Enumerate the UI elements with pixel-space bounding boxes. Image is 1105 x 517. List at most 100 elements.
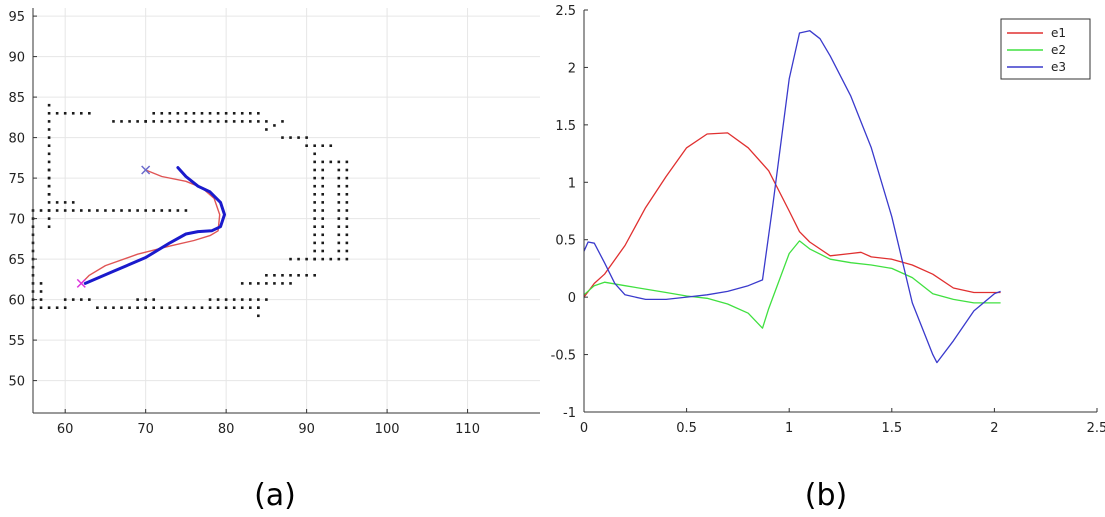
obstacle-point <box>345 160 349 164</box>
obstacle-point <box>273 274 276 277</box>
panel-b-series-lines <box>583 30 1001 364</box>
obstacle-point <box>313 209 316 212</box>
obstacle-point <box>176 306 180 309</box>
obstacle-point <box>224 306 228 309</box>
obstacle-point <box>152 298 156 301</box>
x-tick-label: 1.5 <box>881 421 902 436</box>
x-tick-label: 70 <box>137 422 154 437</box>
obstacle-point <box>321 257 325 261</box>
legend-box <box>1000 18 1091 80</box>
obstacle-point <box>208 112 212 115</box>
obstacle-point <box>104 306 107 309</box>
obstacle-point <box>313 233 316 237</box>
obstacle-point <box>257 306 260 309</box>
obstacle-point <box>39 298 43 301</box>
obstacle-point <box>47 201 51 204</box>
obstacle-point <box>160 306 164 309</box>
obstacle-point <box>313 225 316 228</box>
obstacle-point <box>321 249 325 253</box>
obstacle-point <box>240 282 244 285</box>
obstacle-point <box>337 217 341 220</box>
obstacle-point <box>337 257 341 261</box>
y-tick-label: 80 <box>8 132 25 147</box>
obstacle-point <box>345 184 349 188</box>
x-tick-label: 60 <box>57 422 74 437</box>
obstacle-point <box>224 120 228 123</box>
y-tick-label: -0.5 <box>551 349 576 364</box>
obstacle-point <box>313 184 316 188</box>
obstacle-point <box>136 209 139 212</box>
x-tick-label: 90 <box>298 422 315 437</box>
obstacle-point <box>265 128 268 131</box>
obstacle-point <box>216 306 220 309</box>
obstacle-point <box>281 136 284 139</box>
obstacle-point <box>136 298 139 301</box>
obstacle-point <box>321 168 325 172</box>
y-tick-label: 60 <box>8 294 25 309</box>
obstacle-point <box>345 168 349 172</box>
obstacle-point <box>337 201 341 204</box>
obstacle-point <box>305 144 308 147</box>
obstacle-point <box>313 249 316 253</box>
obstacle-point <box>313 144 316 147</box>
y-tick-label: 55 <box>8 334 25 349</box>
obstacle-point <box>345 225 349 228</box>
obstacle-point <box>313 201 316 204</box>
obstacle-point <box>39 209 43 212</box>
x-tick-label: 1 <box>785 421 793 436</box>
obstacle-point <box>337 241 341 245</box>
obstacle-point <box>337 184 341 188</box>
obstacle-point <box>313 160 316 164</box>
obstacle-point <box>168 112 172 115</box>
obstacle-point <box>232 306 236 309</box>
obstacle-point <box>321 201 325 204</box>
obstacle-point <box>112 306 115 309</box>
x-tick-label: 100 <box>375 422 400 437</box>
obstacle-point <box>337 193 341 196</box>
series-line-e3 <box>583 30 1001 364</box>
obstacle-point <box>248 112 252 115</box>
y-tick-label: 70 <box>8 213 25 228</box>
obstacle-point <box>47 168 51 172</box>
x-tick-label: 2 <box>990 421 998 436</box>
obstacle-point <box>152 209 156 212</box>
obstacle-point <box>216 112 220 115</box>
obstacle-point <box>321 241 325 245</box>
y-tick-label: 65 <box>8 253 25 268</box>
obstacle-point <box>321 217 325 220</box>
obstacle-point <box>313 152 316 156</box>
obstacle-point <box>232 120 236 123</box>
obstacle-point <box>305 274 308 277</box>
obstacle-point <box>184 209 188 212</box>
obstacle-point <box>257 112 260 115</box>
end-marker-stroke <box>76 278 86 288</box>
obstacle-point <box>47 120 51 123</box>
obstacle-point <box>184 112 188 115</box>
obstacle-point <box>176 209 180 212</box>
panel-b-tick-labels: 0 0.5 1 1.5 2 2.5 -1 -0.5 0 0.5 1 1.5 2 2.5 <box>551 4 1105 436</box>
obstacle-point <box>47 103 51 107</box>
obstacle-point <box>240 298 244 301</box>
obstacle-point <box>321 176 325 180</box>
obstacle-point <box>47 112 51 115</box>
obstacle-point <box>63 201 67 204</box>
obstacle-point <box>79 112 83 115</box>
obstacle-point <box>176 120 180 123</box>
obstacle-point <box>88 298 91 301</box>
obstacle-point <box>313 176 316 180</box>
obstacle-point <box>216 298 220 301</box>
obstacle-point <box>104 209 107 212</box>
obstacle-point <box>248 298 252 301</box>
obstacle-point <box>63 209 67 212</box>
obstacle-point <box>321 209 325 212</box>
obstacle-point <box>257 314 260 318</box>
y-tick-label: -1 <box>563 406 576 421</box>
obstacle-point <box>63 112 67 115</box>
obstacle-point <box>88 112 91 115</box>
obstacle-point <box>47 160 51 164</box>
obstacle-point <box>224 298 228 301</box>
reference-trajectory-line <box>80 169 221 285</box>
obstacle-point <box>184 306 188 309</box>
obstacle-point <box>257 298 260 301</box>
